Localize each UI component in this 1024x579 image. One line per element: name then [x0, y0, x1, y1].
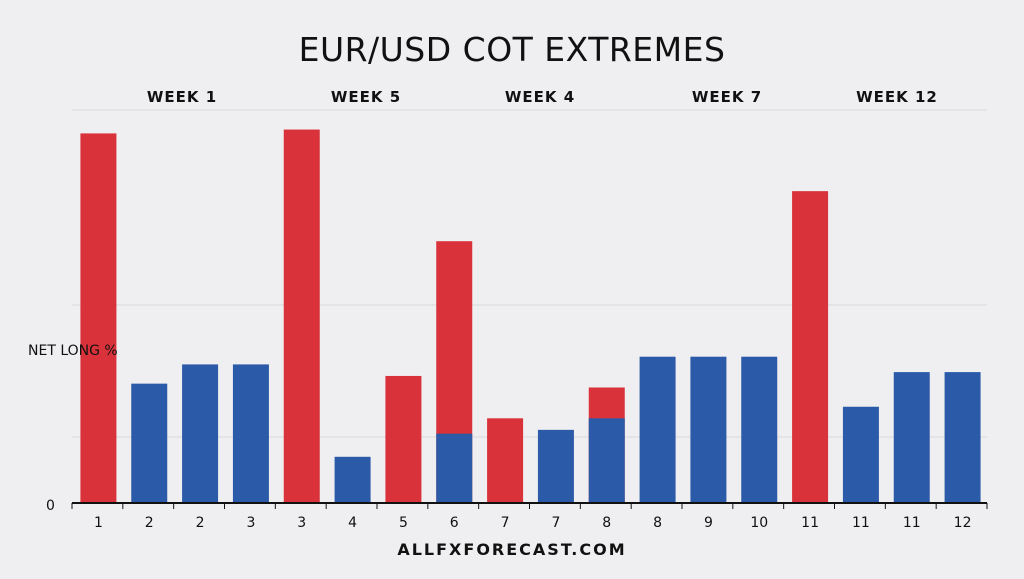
bar-13-series-2	[690, 356, 727, 503]
x-tick-label: 2	[196, 515, 205, 531]
gridlines	[72, 109, 987, 438]
x-tick-label: 3	[297, 515, 306, 531]
x-tick-label: 3	[246, 515, 255, 531]
x-tick-label: 6	[450, 515, 459, 531]
bar-2-series-2	[131, 383, 168, 503]
week-label: WEEK 4	[505, 88, 575, 106]
week-label: WEEK 12	[856, 88, 938, 106]
bar-15-series-1	[792, 191, 829, 503]
y-axis-label: NET LONG %	[28, 343, 118, 359]
week-label: WEEK 1	[147, 88, 217, 106]
bar-16-series-2	[842, 406, 879, 503]
week-label: WEEK 7	[692, 88, 762, 106]
y-zero-label: 0	[46, 498, 55, 514]
bar-4-series-2	[232, 364, 269, 503]
source-watermark: ALLFXFORECAST.COM	[397, 540, 627, 559]
x-tick-label: 11	[852, 515, 870, 531]
bars	[80, 129, 981, 504]
x-tick-label: 7	[501, 515, 510, 531]
bar-6-series-2	[334, 456, 371, 503]
bar-1-series-1	[80, 133, 117, 503]
bar-14-series-2	[741, 356, 778, 503]
bar-11-series-2	[588, 418, 625, 503]
x-tick-label: 11	[903, 515, 921, 531]
x-tick-label: 9	[704, 515, 713, 531]
x-axis	[71, 502, 988, 509]
bar-8-series-2	[436, 433, 473, 503]
week-labels: WEEK 1 WEEK 5 WEEK 4 WEEK 7 WEEK 12	[147, 88, 938, 106]
bar-17-series-2	[893, 372, 930, 503]
x-tick-label: 2	[145, 515, 154, 531]
x-tick-label: 7	[551, 515, 560, 531]
x-tick-labels: 1 2 2 3 3 4 5 6 7 7 8 8 9 10 11 11 11 12	[94, 515, 972, 531]
x-tick-label: 4	[348, 515, 357, 531]
x-tick-label: 10	[750, 515, 768, 531]
bar-5-series-1	[283, 129, 320, 504]
chart-title: EUR/USD COT EXTREMES	[298, 30, 726, 69]
x-tick-label: 11	[801, 515, 819, 531]
x-tick-label: 1	[94, 515, 103, 531]
bar-7-series-1	[385, 375, 422, 503]
week-label: WEEK 5	[331, 88, 401, 106]
x-tick-label: 5	[399, 515, 408, 531]
bar-18-series-2	[944, 372, 981, 503]
bar-12-series-2	[639, 356, 676, 503]
bar-10-series-2	[537, 429, 574, 503]
x-tick-label: 12	[954, 515, 972, 531]
bar-9-series-1	[487, 418, 524, 503]
x-tick-label: 8	[653, 515, 662, 531]
x-tick-label: 8	[602, 515, 611, 531]
bar-3-series-2	[182, 364, 219, 503]
